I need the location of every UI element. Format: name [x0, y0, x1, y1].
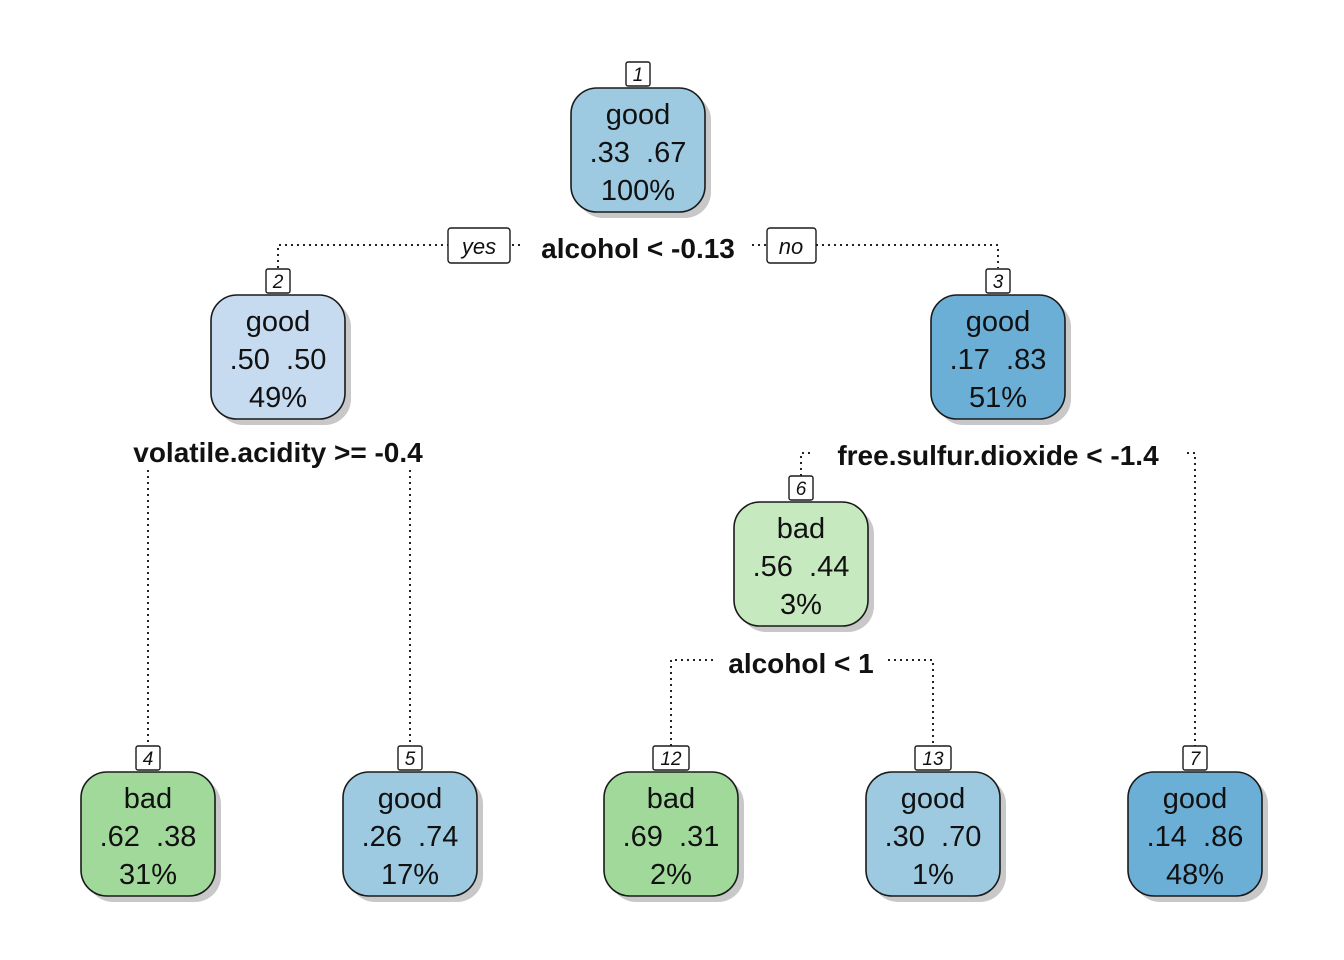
- node-id-label: 6: [796, 479, 807, 500]
- node-class-label: good: [901, 783, 966, 815]
- node-id-label: 4: [143, 749, 154, 770]
- node-class-label: good: [246, 306, 311, 338]
- node-class-label: bad: [124, 783, 172, 815]
- split-label-node-6: alcohol < 1: [728, 648, 874, 679]
- node-id-box: [397, 745, 423, 771]
- node-box: [930, 294, 1066, 420]
- tree-node-7: good .14 .86 48% 7: [1127, 745, 1268, 902]
- node-id-box: [914, 745, 952, 771]
- edge-6-13: [888, 659, 934, 746]
- node-id-box: [652, 745, 690, 771]
- node-percentage: 100%: [601, 175, 675, 207]
- node-class-label: good: [1163, 783, 1228, 815]
- no-label: no: [766, 227, 817, 264]
- tree-node-2: good .50 .50 49% 2: [210, 268, 351, 425]
- svg-text:no: no: [779, 234, 803, 259]
- node-class-label: bad: [777, 513, 825, 545]
- node-id-box: [1182, 745, 1208, 771]
- node-percentage: 3%: [780, 589, 822, 621]
- node-percentage: 51%: [969, 382, 1027, 414]
- node-percentage: 48%: [1166, 859, 1224, 891]
- node-percentage: 2%: [650, 859, 692, 891]
- tree-node-4: bad .62 .38 31% 4: [80, 745, 221, 902]
- edge-1-3: [816, 244, 999, 268]
- node-box: [865, 771, 1001, 897]
- edge-3-7: [1187, 452, 1196, 746]
- node-id-label: 3: [993, 272, 1004, 293]
- edge-3-6: [800, 452, 810, 476]
- svg-text:yes: yes: [460, 234, 496, 259]
- node-id-box: [135, 745, 161, 771]
- node-probabilities: .17 .83: [950, 344, 1047, 376]
- node-probabilities: .30 .70: [885, 821, 982, 853]
- tree-node-3: good .17 .83 51% 3: [930, 268, 1071, 425]
- node-class-label: good: [378, 783, 443, 815]
- node-box: [603, 771, 739, 897]
- node-id-label: 2: [272, 272, 284, 293]
- node-box: [570, 87, 706, 213]
- node-id-box: [788, 475, 814, 501]
- node-id-box: [265, 268, 291, 294]
- split-label-node-3: free.sulfur.dioxide < -1.4: [837, 440, 1159, 471]
- node-box: [80, 771, 216, 897]
- tree-node-6: bad .56 .44 3% 6: [733, 475, 874, 632]
- node-id-label: 13: [922, 749, 944, 770]
- node-id-label: 12: [660, 749, 682, 770]
- node-id-label: 7: [1190, 749, 1202, 770]
- node-id-box: [985, 268, 1011, 294]
- node-probabilities: .62 .38: [100, 821, 197, 853]
- node-probabilities: .69 .31: [623, 821, 720, 853]
- node-percentage: 17%: [381, 859, 439, 891]
- node-probabilities: .50 .50: [230, 344, 327, 376]
- tree-nodes: good .33 .67 100% 1 good .50 .50 49% 2 good .17 .…: [80, 61, 1268, 902]
- node-percentage: 31%: [119, 859, 177, 891]
- node-class-label: good: [606, 99, 671, 131]
- tree-node-13: good .30 .70 1% 13: [865, 745, 1006, 902]
- node-percentage: 49%: [249, 382, 307, 414]
- node-box: [210, 294, 346, 420]
- node-box: [342, 771, 478, 897]
- node-probabilities: .26 .74: [362, 821, 459, 853]
- split-label-root: alcohol < -0.13: [541, 233, 735, 264]
- node-id-box: [625, 61, 651, 87]
- edge-6-12: [670, 659, 716, 746]
- node-probabilities: .56 .44: [753, 551, 850, 583]
- tree-node-1: good .33 .67 100% 1: [570, 61, 711, 218]
- split-label-node-2: volatile.acidity >= -0.4: [133, 437, 423, 468]
- node-box: [1127, 771, 1263, 897]
- tree-node-5: good .26 .74 17% 5: [342, 745, 483, 902]
- node-id-label: 1: [633, 65, 644, 86]
- node-class-label: good: [966, 306, 1031, 338]
- tree-edges: [147, 244, 1196, 746]
- yes-label: yes: [447, 227, 511, 264]
- node-id-label: 5: [405, 749, 416, 770]
- edge-1-2: [277, 244, 448, 268]
- node-probabilities: .14 .86: [1147, 821, 1244, 853]
- node-box: [733, 501, 869, 627]
- node-class-label: bad: [647, 783, 695, 815]
- node-probabilities: .33 .67: [590, 137, 687, 169]
- tree-node-12: bad .69 .31 2% 12: [603, 745, 744, 902]
- node-percentage: 1%: [912, 859, 954, 891]
